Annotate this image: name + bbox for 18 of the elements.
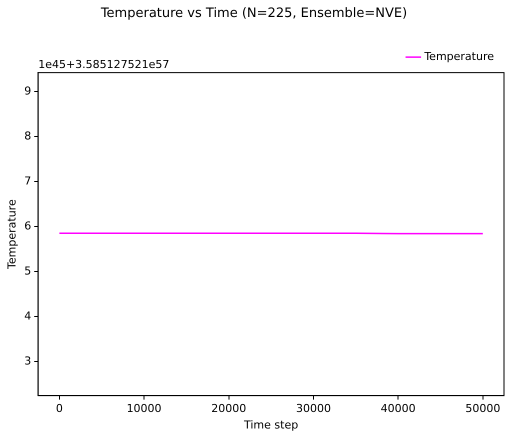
y-tick-label: 6 — [24, 219, 32, 232]
x-axis-title: Time step — [242, 418, 298, 432]
legend-label: Temperature — [423, 50, 494, 63]
y-tick-label: 3 — [24, 354, 32, 368]
y-tick-label: 7 — [24, 174, 32, 188]
y-tick-label: 8 — [24, 129, 32, 142]
x-tick-label: 40000 — [380, 402, 416, 416]
y-tick-label: 9 — [24, 84, 32, 98]
x-tick-label: 50000 — [465, 402, 500, 416]
text: 1e45+3.585127521e57 — [38, 58, 170, 71]
y-tick-label: 5 — [24, 264, 32, 278]
chart-title: Temperature vs Time (N=225, Ensemble=NVE) — [100, 6, 408, 22]
x-tick-label: 0 — [56, 402, 63, 416]
x-tick-label: 30000 — [296, 402, 331, 416]
y-tick-label: 4 — [24, 309, 32, 322]
x-tick-label: 20000 — [211, 402, 246, 416]
x-tick-label: 10000 — [126, 402, 162, 416]
y-axis-title: Temperature — [5, 199, 18, 270]
